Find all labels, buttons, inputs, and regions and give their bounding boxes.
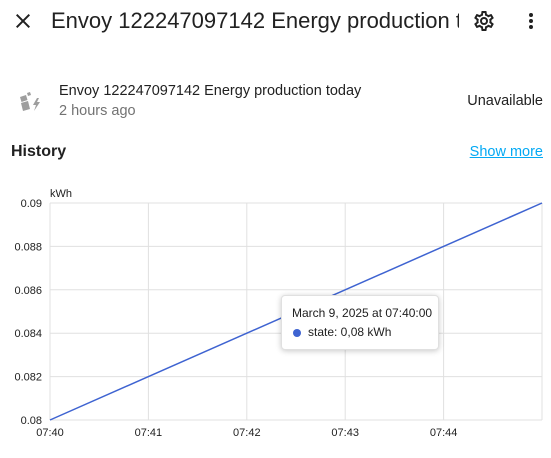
entity-last-changed: 2 hours ago	[59, 103, 136, 119]
show-more-link[interactable]: Show more	[469, 144, 543, 160]
entity-name: Envoy 122247097142 Energy production tod…	[59, 83, 362, 99]
close-icon	[16, 14, 30, 28]
entity-state: Unavailable	[467, 93, 543, 109]
y-unit-label: kWh	[50, 188, 72, 200]
y-tick-label: 0.084	[14, 328, 42, 340]
entity-row: Envoy 122247097142 Energy production tod…	[0, 78, 551, 124]
y-tick-label: 0.09	[21, 198, 42, 210]
y-tick-label: 0.088	[14, 241, 42, 253]
more-options-button[interactable]	[516, 6, 546, 36]
tooltip-date: March 9, 2025 at 07:40:00	[292, 306, 433, 320]
gear-icon	[474, 11, 494, 31]
more-vertical-icon	[529, 13, 533, 29]
chart-grid	[49, 202, 543, 421]
chart-axes: kWh 0.08 0.082 0.084 0.086 0.088 0.09 07:40 07:4…	[14, 188, 457, 439]
y-tick-label: 0.082	[14, 372, 42, 384]
x-tick-label: 07:40	[36, 427, 64, 439]
close-button[interactable]	[8, 6, 38, 36]
tooltip-series-dot	[293, 329, 301, 337]
tooltip-value: state: 0,08 kWh	[308, 325, 392, 339]
x-tick-label: 07:43	[331, 427, 359, 439]
y-tick-label: 0.086	[14, 285, 42, 297]
x-tick-label: 07:41	[135, 427, 163, 439]
chart-tooltip: March 9, 2025 at 07:40:00 state: 0,08 kW…	[281, 295, 439, 350]
settings-button[interactable]	[469, 6, 499, 36]
history-chart[interactable]: kWh 0.08 0.082 0.084 0.086 0.088 0.09 07:40 07:4…	[0, 180, 551, 450]
y-tick-label: 0.08	[21, 415, 42, 427]
x-tick-label: 07:42	[233, 427, 261, 439]
dialog-title: Envoy 122247097142 Energy production tod…	[51, 8, 459, 33]
x-tick-label: 07:44	[430, 427, 458, 439]
history-heading: History	[11, 143, 67, 160]
solar-power-variant-icon	[20, 92, 40, 111]
dialog-header: Envoy 122247097142 Energy production tod…	[0, 0, 551, 46]
